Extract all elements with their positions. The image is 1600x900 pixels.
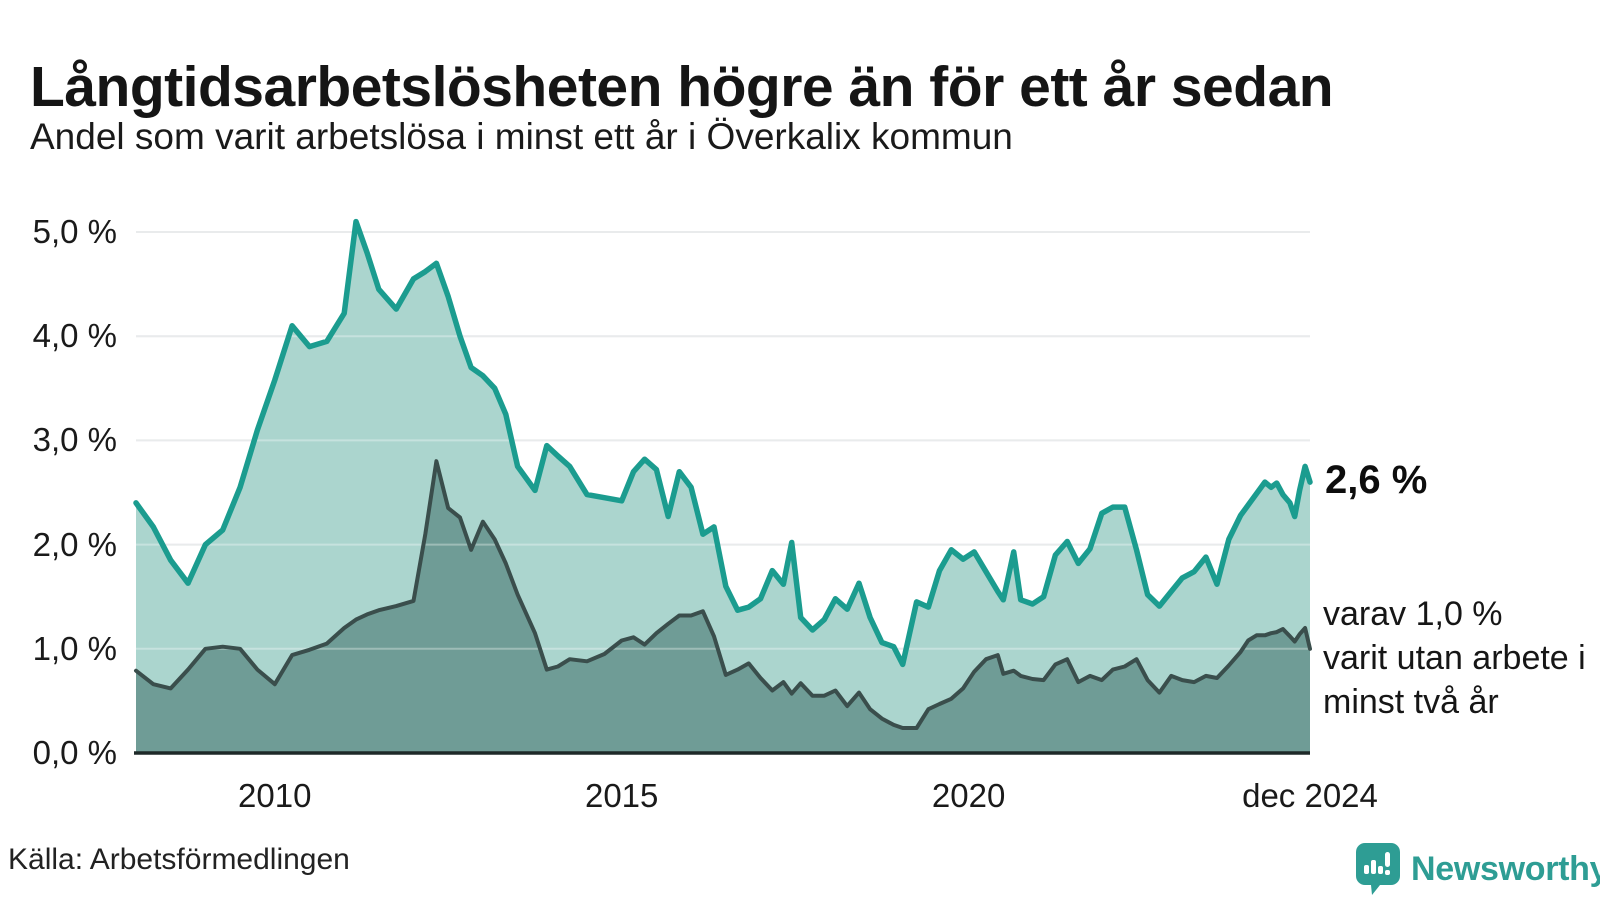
secondary-series-annotation: varav 1,0 % varit utan arbete i minst tv… <box>1323 592 1600 724</box>
y-tick-label: 1,0 % <box>32 629 117 667</box>
newsworthy-logo-text: Newsworthy <box>1411 849 1600 888</box>
y-tick-label: 3,0 % <box>32 421 117 459</box>
y-tick-label: 0,0 % <box>32 734 117 771</box>
x-tick-label: 2015 <box>584 777 659 814</box>
chart-subtitle: Andel som varit arbetslösa i minst ett å… <box>30 116 1013 157</box>
series-end-value-label: 2,6 % <box>1325 458 1428 502</box>
newsworthy-logo-icon <box>1356 843 1400 895</box>
source-attribution: Källa: Arbetsförmedlingen <box>8 843 350 876</box>
page-title: Långtidsarbetslösheten högre än för ett … <box>30 55 1334 120</box>
annotation-line-1: varav 1,0 % <box>1323 595 1503 633</box>
y-tick-label: 4,0 % <box>32 317 117 355</box>
area-unemployed-2yr <box>136 461 1310 753</box>
annotation-line-3: minst två år <box>1323 683 1499 721</box>
line-unemployed-1yr <box>133 218 1313 668</box>
newsworthy-logo: Newsworthy <box>1356 843 1600 895</box>
x-tick-label: 2020 <box>931 777 1006 814</box>
y-tick-label: 5,0 % <box>32 213 117 250</box>
x-tick-label: dec 2024 <box>1242 777 1378 814</box>
line-unemployed-2yr <box>134 459 1312 730</box>
x-tick-label: 2010 <box>238 777 312 814</box>
annotation-line-2: varit utan arbete i <box>1323 639 1586 677</box>
y-tick-label: 2,0 % <box>32 525 117 563</box>
